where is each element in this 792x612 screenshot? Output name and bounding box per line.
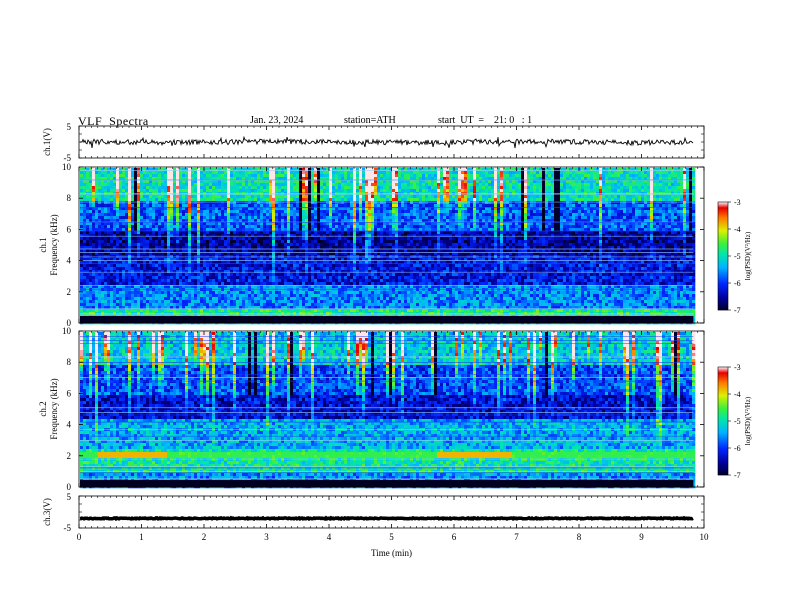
y-tick-label: -5 [64, 523, 72, 533]
date-label: Jan. 23, 2024 [250, 115, 303, 126]
ch3-waveform-frame [78, 495, 705, 529]
channel-label: ch.2 [38, 401, 48, 416]
x-tick-label: 9 [639, 532, 644, 542]
x-tick-label: 4 [327, 532, 332, 542]
colorbar-tick-label: -7 [734, 306, 741, 315]
y-tick-label: -5 [64, 153, 72, 163]
y-tick-label: 2 [67, 451, 72, 461]
x-tick-label: 3 [264, 532, 269, 542]
ch1-spectrogram-image [80, 168, 696, 325]
colorbar-label: log(PSD)(V²/Hz) [744, 396, 752, 445]
x-tick-label: 6 [452, 532, 457, 542]
low-freq-strip [80, 315, 694, 323]
y-tick-label: 10 [62, 162, 72, 172]
ch3-waveform-trace [79, 515, 694, 522]
colorbar [718, 367, 728, 476]
ch1-waveform-trace [79, 135, 694, 149]
x-tick-label: 0 [77, 532, 82, 542]
colorbar-tick-label: -6 [734, 444, 741, 453]
y-tick-label: 6 [67, 388, 72, 398]
y-tick-label: 4 [67, 256, 72, 266]
y-axis-label: Frequency (kHz) [49, 214, 59, 275]
colorbar-tick-label: -5 [734, 417, 741, 426]
colorbar [718, 202, 728, 311]
channel-label: ch.1 [38, 237, 48, 252]
x-tick-label: 8 [577, 532, 582, 542]
x-tick-label: 2 [202, 532, 207, 542]
y-axis-label: ch.1(V) [42, 128, 52, 156]
colorbar-tick-label: -3 [734, 198, 741, 207]
y-tick-label: 5 [67, 492, 72, 502]
y-tick-label: 10 [62, 326, 72, 336]
x-tick-label: 5 [389, 532, 394, 542]
chart-title: VLF Spectra [78, 114, 149, 129]
y-tick-label: 0 [67, 318, 72, 328]
x-axis-label: Time (min) [371, 548, 412, 558]
y-tick-label: 0 [67, 482, 72, 492]
colorbar-tick-label: -6 [734, 279, 741, 288]
colorbar-tick-label: -5 [734, 252, 741, 261]
colorbar-tick-label: -3 [734, 363, 741, 372]
x-tick-label: 10 [700, 532, 710, 542]
low-freq-strip [80, 479, 694, 487]
x-tick-label: 1 [139, 532, 144, 542]
station-label: station=ATH [344, 115, 396, 126]
y-axis-label: Frequency (kHz) [49, 378, 59, 439]
colorbar-label: log(PSD)(V²/Hz) [744, 231, 752, 280]
start-ut-label: start UT = 21: 0 : 1 [438, 115, 532, 126]
colorbar-tick-label: -7 [734, 471, 741, 480]
y-tick-label: 4 [67, 420, 72, 430]
colorbar-tick-label: -4 [734, 225, 741, 234]
x-tick-label: 7 [514, 532, 519, 542]
colorbar-tick-label: -4 [734, 390, 741, 399]
y-tick-label: 6 [67, 224, 72, 234]
y-tick-label: 8 [67, 357, 72, 367]
y-tick-label: 5 [67, 122, 72, 132]
y-axis-label: ch.3(V) [42, 498, 52, 526]
ch2-spectrogram-image [80, 332, 696, 489]
y-tick-label: 8 [67, 193, 72, 203]
y-tick-label: 2 [67, 287, 72, 297]
